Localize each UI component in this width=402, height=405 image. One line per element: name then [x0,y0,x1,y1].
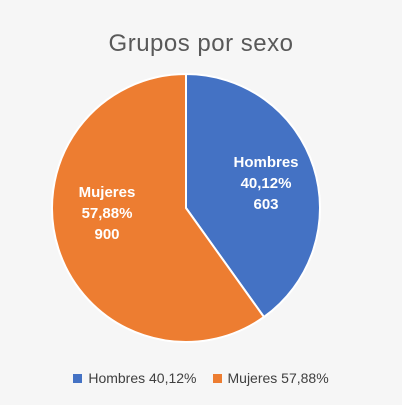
slice-label-mujeres-value: 900 [94,226,119,243]
chart-legend: Hombres 40,12% Mujeres 57,88% [0,370,402,386]
legend-item-hombres: Hombres 40,12% [73,370,197,386]
legend-swatch-mujeres [212,373,222,383]
legend-item-mujeres: Mujeres 57,88% [212,370,329,386]
slice-label-mujeres-percent: 57,88% [82,205,133,222]
slice-label-hombres-percent: 40,12% [241,175,292,192]
legend-swatch-hombres [73,373,83,383]
slice-label-mujeres-name: Mujeres [79,184,136,201]
slice-label-hombres-name: Hombres [233,154,298,171]
pie-slice-mujeres [51,72,266,343]
chart-title: Grupos por sexo [108,30,294,57]
legend-label-hombres: Hombres 40,12% [88,370,197,386]
slice-label-hombres-value: 603 [253,196,278,213]
legend-label-mujeres: Mujeres 57,88% [227,370,329,386]
pie-slice-hombres [185,72,321,319]
